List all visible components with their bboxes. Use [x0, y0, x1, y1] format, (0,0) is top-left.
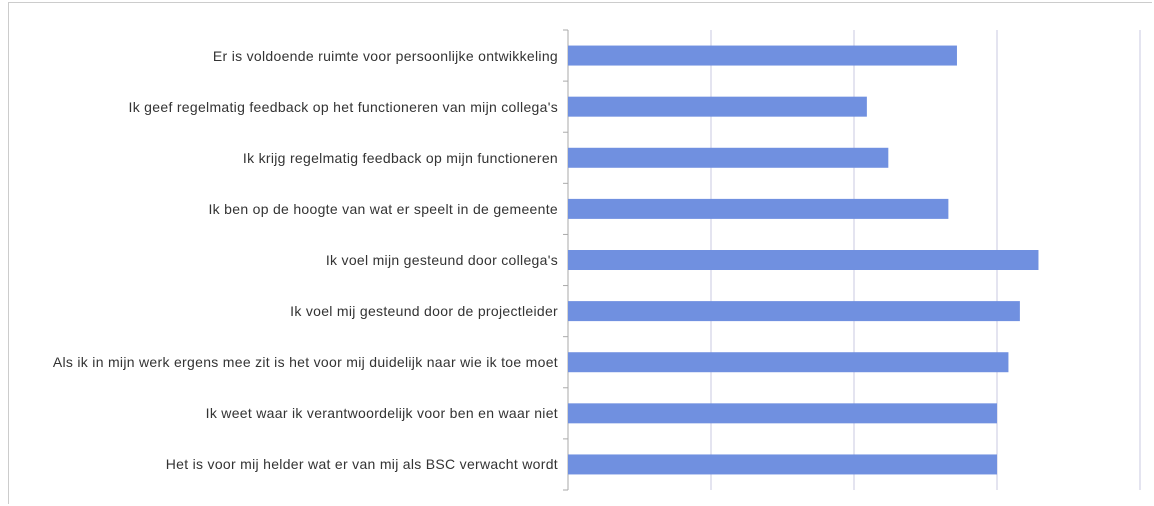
category-label-box: Het is voor mij helder wat er van mij al… [10, 439, 558, 490]
category-label-box: Ik krijg regelmatig feedback op mijn fun… [10, 132, 558, 183]
category-label-box: Ik ben op de hoogte van wat er speelt in… [10, 183, 558, 234]
y-tick-label: Het is voor mij helder wat er van mij al… [165, 456, 558, 473]
category-label-box: Ik geef regelmatig feedback op het funct… [10, 81, 558, 132]
bar [568, 352, 1009, 373]
y-tick-label: Ik geef regelmatig feedback op het funct… [128, 98, 558, 115]
y-tick-label: Ik ben op de hoogte van wat er speelt in… [208, 200, 558, 217]
bar [568, 147, 889, 168]
category-label-box: Ik voel mijn gesteund door collega's [10, 234, 558, 285]
y-tick-label: Ik voel mijn gesteund door collega's [325, 251, 558, 268]
bar [568, 45, 957, 66]
y-tick-label: Ik weet waar ik verantwoordelijk voor be… [205, 405, 558, 422]
bar [568, 96, 867, 117]
bar [568, 198, 949, 219]
chart-frame [8, 2, 1152, 504]
y-tick-label: Er is voldoende ruimte voor persoonlijke… [212, 47, 558, 64]
bar [568, 301, 1020, 322]
bar [568, 454, 997, 475]
y-tick-label: Ik voel mij gesteund door de projectleid… [290, 303, 558, 320]
bar [568, 250, 1039, 270]
bar [568, 403, 997, 424]
category-label-box: Ik weet waar ik verantwoordelijk voor be… [10, 388, 558, 439]
category-label-box: Als ik in mijn werk ergens mee zit is he… [10, 337, 558, 388]
y-tick-label: Ik krijg regelmatig feedback op mijn fun… [242, 149, 558, 166]
category-label-box: Er is voldoende ruimte voor persoonlijke… [10, 30, 558, 81]
y-tick-label: Als ik in mijn werk ergens mee zit is he… [52, 354, 558, 371]
category-label-box: Ik voel mij gesteund door de projectleid… [10, 286, 558, 337]
